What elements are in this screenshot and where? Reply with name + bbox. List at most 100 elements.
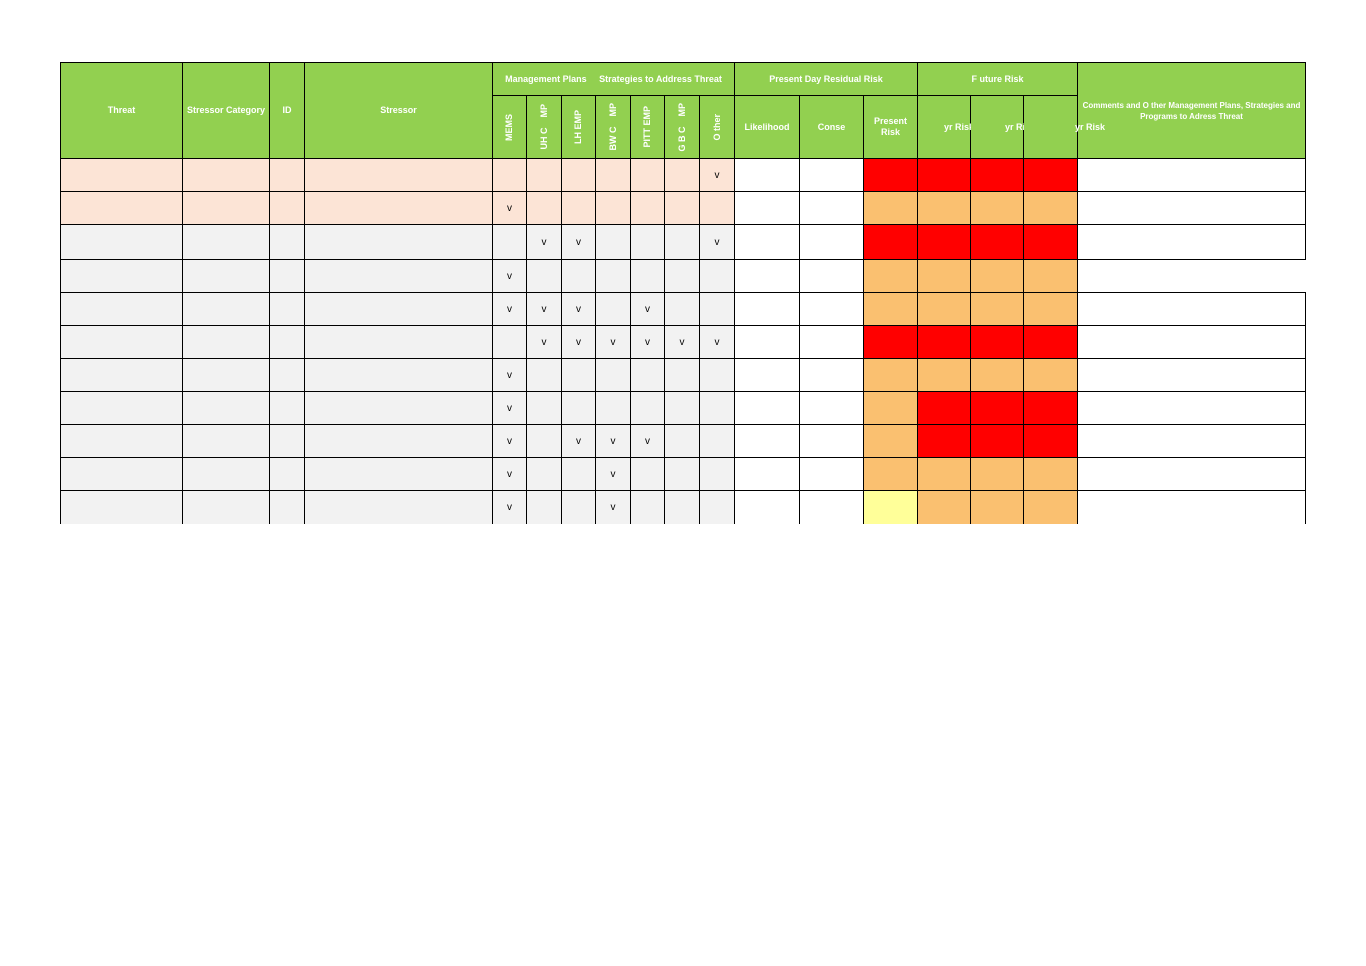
cell-consequence[interactable]	[800, 192, 864, 225]
cell-likelihood[interactable]	[735, 326, 800, 359]
cell-future-risk[interactable]	[971, 392, 1024, 425]
cell-future-risk[interactable]	[918, 458, 971, 491]
cell-present-risk[interactable]	[864, 260, 918, 293]
cell-plan-check[interactable]	[700, 458, 735, 491]
cell-threat[interactable]	[60, 425, 183, 458]
cell-id[interactable]	[270, 326, 305, 359]
cell-future-risk[interactable]	[918, 326, 971, 359]
cell-stressor[interactable]	[305, 425, 493, 458]
cell-future-risk[interactable]	[1024, 392, 1078, 425]
cell-plan-check[interactable]	[562, 159, 596, 192]
cell-present-risk[interactable]	[864, 425, 918, 458]
cell-plan-check[interactable]	[527, 192, 562, 225]
cell-plan-check[interactable]: v	[631, 293, 665, 326]
cell-comments[interactable]	[1078, 159, 1306, 192]
cell-plan-check[interactable]	[665, 192, 700, 225]
cell-plan-check[interactable]	[631, 392, 665, 425]
cell-present-risk[interactable]	[864, 293, 918, 326]
cell-plan-check[interactable]: v	[562, 293, 596, 326]
cell-plan-check[interactable]	[562, 260, 596, 293]
cell-plan-check[interactable]: v	[493, 192, 527, 225]
cell-plan-check[interactable]	[631, 458, 665, 491]
cell-plan-check[interactable]	[596, 192, 631, 225]
cell-future-risk[interactable]	[918, 491, 971, 524]
cell-future-risk[interactable]	[971, 192, 1024, 225]
cell-plan-check[interactable]	[596, 359, 631, 392]
cell-future-risk[interactable]	[971, 359, 1024, 392]
cell-plan-check[interactable]	[665, 293, 700, 326]
cell-plan-check[interactable]	[631, 225, 665, 260]
cell-comments[interactable]	[1078, 359, 1306, 392]
cell-id[interactable]	[270, 359, 305, 392]
cell-plan-check[interactable]: v	[596, 425, 631, 458]
cell-comments[interactable]	[1078, 260, 1306, 293]
cell-plan-check[interactable]	[700, 293, 735, 326]
cell-plan-check[interactable]: v	[493, 260, 527, 293]
cell-id[interactable]	[270, 392, 305, 425]
cell-plan-check[interactable]	[527, 458, 562, 491]
cell-plan-check[interactable]	[527, 260, 562, 293]
cell-plan-check[interactable]	[665, 491, 700, 524]
cell-plan-check[interactable]	[596, 159, 631, 192]
cell-comments[interactable]	[1078, 491, 1306, 524]
cell-likelihood[interactable]	[735, 225, 800, 260]
cell-stressor-category[interactable]	[183, 359, 270, 392]
cell-stressor-category[interactable]	[183, 260, 270, 293]
cell-present-risk[interactable]	[864, 491, 918, 524]
cell-plan-check[interactable]	[665, 159, 700, 192]
cell-plan-check[interactable]: v	[562, 225, 596, 260]
cell-likelihood[interactable]	[735, 260, 800, 293]
cell-plan-check[interactable]	[665, 425, 700, 458]
cell-plan-check[interactable]	[562, 491, 596, 524]
cell-stressor-category[interactable]	[183, 326, 270, 359]
cell-comments[interactable]	[1078, 192, 1306, 225]
cell-future-risk[interactable]	[1024, 293, 1078, 326]
cell-plan-check[interactable]	[562, 192, 596, 225]
cell-present-risk[interactable]	[864, 192, 918, 225]
cell-stressor-category[interactable]	[183, 392, 270, 425]
cell-future-risk[interactable]	[1024, 159, 1078, 192]
cell-plan-check[interactable]	[700, 260, 735, 293]
cell-future-risk[interactable]	[971, 225, 1024, 260]
cell-consequence[interactable]	[800, 425, 864, 458]
cell-stressor[interactable]	[305, 192, 493, 225]
cell-future-risk[interactable]	[918, 225, 971, 260]
cell-plan-check[interactable]	[665, 260, 700, 293]
cell-present-risk[interactable]	[864, 359, 918, 392]
cell-future-risk[interactable]	[1024, 425, 1078, 458]
cell-consequence[interactable]	[800, 458, 864, 491]
cell-future-risk[interactable]	[918, 260, 971, 293]
cell-likelihood[interactable]	[735, 293, 800, 326]
cell-plan-check[interactable]: v	[493, 491, 527, 524]
cell-threat[interactable]	[60, 293, 183, 326]
cell-present-risk[interactable]	[864, 225, 918, 260]
cell-likelihood[interactable]	[735, 458, 800, 491]
cell-id[interactable]	[270, 458, 305, 491]
cell-future-risk[interactable]	[1024, 260, 1078, 293]
cell-plan-check[interactable]: v	[562, 326, 596, 359]
cell-plan-check[interactable]: v	[665, 326, 700, 359]
cell-threat[interactable]	[60, 392, 183, 425]
cell-future-risk[interactable]	[971, 458, 1024, 491]
cell-threat[interactable]	[60, 159, 183, 192]
cell-id[interactable]	[270, 192, 305, 225]
cell-id[interactable]	[270, 491, 305, 524]
cell-threat[interactable]	[60, 491, 183, 524]
cell-plan-check[interactable]: v	[596, 491, 631, 524]
cell-plan-check[interactable]: v	[562, 425, 596, 458]
cell-plan-check[interactable]	[665, 458, 700, 491]
cell-plan-check[interactable]	[562, 458, 596, 491]
cell-plan-check[interactable]: v	[596, 458, 631, 491]
cell-plan-check[interactable]	[527, 491, 562, 524]
cell-plan-check[interactable]: v	[631, 425, 665, 458]
cell-future-risk[interactable]	[918, 425, 971, 458]
cell-future-risk[interactable]	[918, 359, 971, 392]
cell-plan-check[interactable]: v	[493, 392, 527, 425]
cell-plan-check[interactable]	[562, 392, 596, 425]
cell-threat[interactable]	[60, 260, 183, 293]
cell-comments[interactable]	[1078, 425, 1306, 458]
cell-future-risk[interactable]	[1024, 491, 1078, 524]
cell-plan-check[interactable]	[700, 359, 735, 392]
cell-consequence[interactable]	[800, 225, 864, 260]
cell-plan-check[interactable]	[527, 359, 562, 392]
